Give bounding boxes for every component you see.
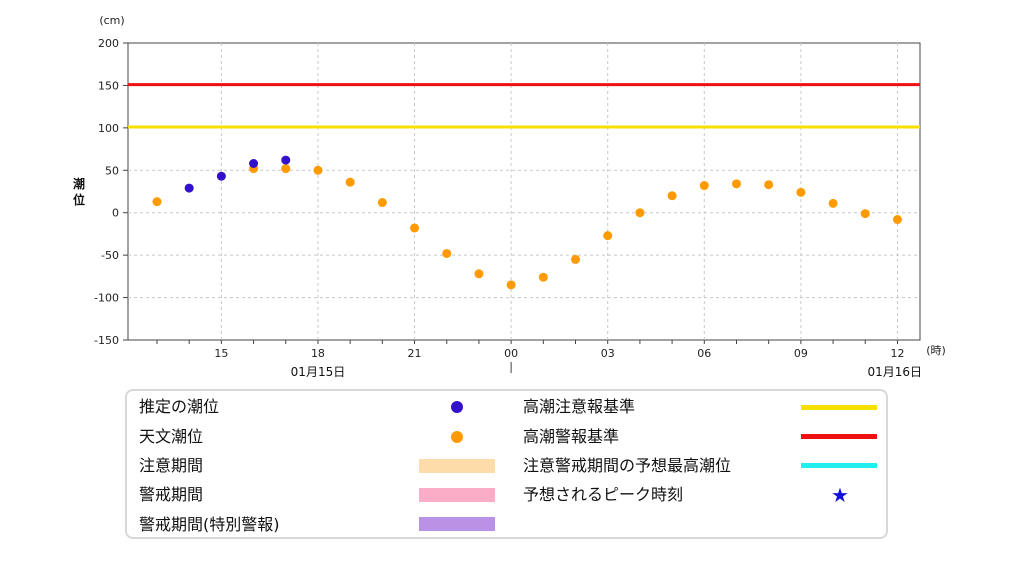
data-point (571, 254, 581, 264)
data-point (635, 208, 645, 218)
x-tick-label: 15 (214, 347, 228, 360)
date-label: 01月15日 (291, 365, 346, 379)
data-point (249, 158, 259, 168)
y-tick-label: -150 (94, 334, 119, 347)
legend-advisory-level-line-icon (801, 405, 877, 410)
legend-label-warning-period: 警戒期間 (139, 485, 204, 504)
legend-label-storm-surge-warning-level: 高潮警報基準 (523, 427, 620, 446)
x-tick-label: 03 (601, 347, 615, 360)
data-point (184, 183, 194, 193)
x-tick-label: 12 (890, 347, 904, 360)
legend-label-expected-peak-time: 予想されるピーク時刻 (523, 485, 684, 504)
data-point (860, 209, 870, 219)
legend-label-storm-surge-advisory-level: 高潮注意報基準 (523, 397, 636, 416)
legend-special-warning-period-swatch-icon (419, 517, 495, 531)
data-point (313, 165, 323, 175)
data-point (345, 177, 355, 187)
y-tick-label: -50 (101, 249, 119, 262)
data-point (764, 180, 774, 190)
legend-label-special-warning-period: 警戒期間(特別警報) (139, 515, 280, 534)
data-point (731, 179, 741, 189)
legend-warning-period-swatch-icon (419, 488, 495, 502)
y-tick-label: 100 (98, 122, 119, 135)
y-tick-label: 50 (105, 164, 119, 177)
x-tick-label: 06 (697, 347, 711, 360)
data-point (377, 198, 387, 208)
plot-area (127, 42, 921, 341)
legend-star-icon: ★ (831, 483, 849, 507)
y-tick-label: 0 (112, 207, 119, 220)
x-tick-label: 18 (311, 347, 325, 360)
y-tick-label: -100 (94, 292, 119, 305)
y-axis-label: 潮位 (73, 176, 85, 207)
tide-chart: 200 150 100 50 0 -50 -100 -150 15 18 21 00 03 06 09 12 0… (73, 14, 946, 379)
data-point (281, 155, 291, 165)
legend-estimated-tide-dot-icon (451, 401, 463, 413)
data-point (474, 269, 484, 279)
data-point (506, 280, 516, 290)
legend-label-caution-period: 注意期間 (139, 456, 204, 475)
data-point (828, 198, 838, 208)
y-tick-label: 200 (98, 37, 119, 50)
legend-label-astronomical-tide: 天文潮位 (139, 427, 204, 446)
data-point (216, 171, 226, 181)
data-point (603, 231, 613, 241)
y-unit-label: (cm) (99, 14, 124, 27)
x-tick-label: 09 (794, 347, 808, 360)
legend-caution-period-swatch-icon (419, 459, 495, 473)
data-point (410, 223, 420, 233)
data-point (538, 272, 548, 282)
x-tick-label: 21 (408, 347, 422, 360)
date-label: 01月16日 (867, 365, 922, 379)
legend-label-predicted-max-tide: 注意警戒期間の予想最高潮位 (523, 456, 732, 475)
data-point (152, 197, 162, 207)
legend: 推定の潮位 天文潮位 注意期間 警戒期間 警戒期間(特別警報) 高潮注意報基準 … (125, 389, 888, 539)
legend-warning-level-line-icon (801, 434, 877, 439)
x-unit-label: (時) (926, 344, 946, 357)
data-point (442, 248, 452, 258)
y-tick-label: 150 (98, 79, 119, 92)
data-point (281, 164, 291, 174)
legend-label-estimated-tide: 推定の潮位 (139, 397, 220, 416)
x-tick-label: 00 (504, 347, 518, 360)
legend-predicted-max-tide-line-icon (801, 463, 877, 468)
data-point (699, 181, 709, 191)
data-point (796, 187, 806, 197)
data-point (667, 191, 677, 201)
data-point (892, 215, 902, 225)
legend-astronomical-tide-dot-icon (451, 431, 463, 443)
